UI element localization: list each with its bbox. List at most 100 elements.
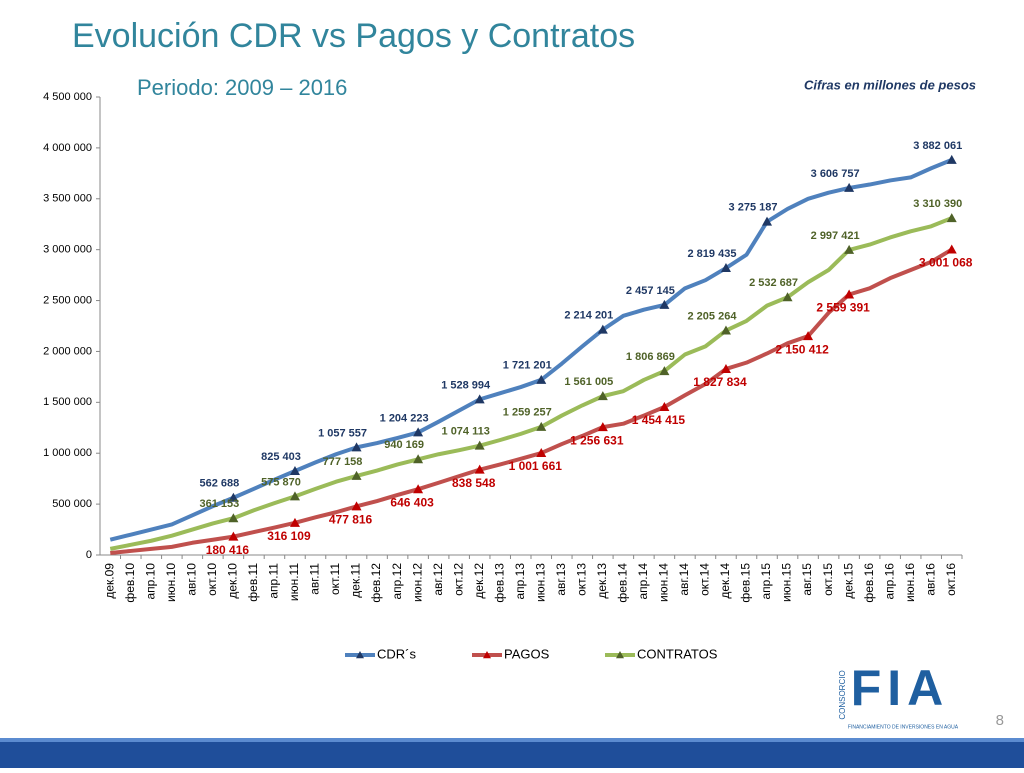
series-line (109, 216, 953, 551)
x-tick-label: апр.10 (143, 563, 157, 600)
data-label: 3 275 187 (729, 202, 778, 214)
marker (946, 213, 957, 223)
x-tick-label: апр.11 (267, 563, 281, 599)
x-tick-label: дек.14 (718, 563, 732, 599)
data-label: 1 259 257 (503, 407, 552, 419)
marker (659, 366, 670, 376)
data-label: 1 074 113 (442, 426, 490, 438)
legend-label: PAGOS (504, 646, 550, 661)
x-tick-label: авг.16 (923, 563, 937, 596)
marker (289, 465, 300, 475)
marker (228, 531, 239, 541)
x-tick-label: фев.12 (369, 563, 383, 603)
y-tick-label: 2 000 000 (43, 345, 92, 357)
data-label: 3 606 757 (811, 168, 860, 180)
data-label: 1 256 631 (570, 433, 624, 447)
x-tick-label: авг.11 (308, 563, 322, 595)
x-tick-label: фев.13 (492, 563, 506, 603)
x-tick-label: фев.16 (862, 563, 876, 603)
x-tick-label: июн.12 (410, 563, 424, 602)
marker (720, 363, 731, 373)
data-label: 1 057 557 (318, 427, 367, 439)
data-label: 1 001 661 (509, 459, 563, 473)
x-tick-label: дек.11 (349, 563, 363, 598)
data-label: 2 559 391 (816, 301, 870, 315)
x-tick-label: окт.15 (821, 563, 835, 596)
data-label: 2 997 421 (811, 230, 860, 242)
marker (844, 244, 855, 254)
logo-top: CONSORCIO (838, 670, 847, 719)
y-tick-label: 1 500 000 (43, 396, 92, 408)
x-tick-label: июн.10 (164, 563, 178, 602)
y-tick-label: 4 500 000 (43, 91, 92, 103)
marker (351, 501, 362, 511)
x-tick-label: окт.14 (698, 563, 712, 596)
marker (536, 421, 547, 431)
marker (228, 513, 239, 523)
series-line (110, 247, 953, 555)
marker (659, 401, 670, 411)
x-tick-label: июн.11 (287, 563, 301, 601)
data-label: 940 169 (384, 439, 424, 451)
data-label: 1 827 834 (693, 375, 747, 389)
y-tick-label: 0 (86, 549, 92, 561)
x-tick-label: окт.10 (205, 563, 219, 596)
data-label: 2 819 435 (688, 248, 737, 260)
x-tick-label: окт.13 (574, 563, 588, 596)
logo: CONSORCIO FIA FINANCIAMIENTO DE INVERSIO… (838, 660, 959, 730)
marker (474, 464, 485, 474)
data-label: 646 403 (390, 495, 434, 509)
marker (720, 263, 731, 273)
x-tick-label: июн.13 (533, 563, 547, 602)
x-tick-label: авг.10 (185, 563, 199, 596)
marker (474, 394, 485, 404)
x-tick-label: апр.16 (882, 563, 896, 600)
data-label: 477 816 (329, 513, 373, 527)
marker (413, 454, 424, 464)
x-tick-label: дек.10 (226, 563, 240, 599)
x-tick-label: фев.15 (739, 563, 753, 603)
data-label: 2 214 201 (564, 310, 613, 322)
data-label: 3 001 068 (919, 256, 973, 270)
data-label: 2 205 264 (688, 310, 738, 322)
marker (474, 440, 485, 450)
y-tick-label: 4 000 000 (43, 142, 92, 154)
data-label: 2 457 145 (626, 285, 675, 297)
marker (228, 492, 239, 502)
x-tick-label: дек.09 (102, 563, 116, 599)
marker (413, 427, 424, 437)
marker (844, 182, 855, 192)
marker (289, 517, 300, 527)
slide-title: Evolución CDR vs Pagos y Contratos (72, 17, 635, 55)
logo-mark: FIA (851, 660, 950, 716)
data-label: 3 882 061 (913, 140, 962, 152)
data-label: 1 528 994 (441, 379, 491, 391)
marker (597, 391, 608, 401)
x-tick-label: апр.12 (390, 563, 404, 600)
x-tick-label: июн.14 (657, 563, 671, 602)
y-tick-label: 3 000 000 (43, 244, 92, 256)
page-number: 8 (996, 712, 1004, 729)
x-tick-label: дек.15 (841, 563, 855, 599)
data-label: 838 548 (452, 476, 496, 490)
marker (536, 448, 547, 458)
marker (844, 289, 855, 299)
data-label: 777 158 (323, 456, 363, 468)
marker (782, 292, 793, 302)
x-tick-label: фев.10 (123, 563, 137, 603)
x-tick-label: авг.13 (554, 563, 568, 596)
data-label: 825 403 (261, 451, 301, 463)
data-label: 2 150 412 (775, 342, 829, 356)
x-tick-label: окт.16 (944, 563, 958, 596)
footer-bar (0, 738, 1024, 768)
marker (597, 422, 608, 432)
data-label: 180 416 (206, 543, 250, 557)
y-tick-label: 500 000 (52, 498, 92, 510)
data-label: 1 454 415 (632, 413, 686, 427)
subtitle: Periodo: 2009 – 2016 (137, 75, 347, 100)
x-tick-label: апр.13 (513, 563, 527, 600)
data-label: 1 806 869 (626, 351, 675, 363)
series-line (109, 158, 953, 542)
data-label: 3 310 390 (913, 198, 962, 210)
legend-label: CONTRATOS (637, 646, 718, 661)
